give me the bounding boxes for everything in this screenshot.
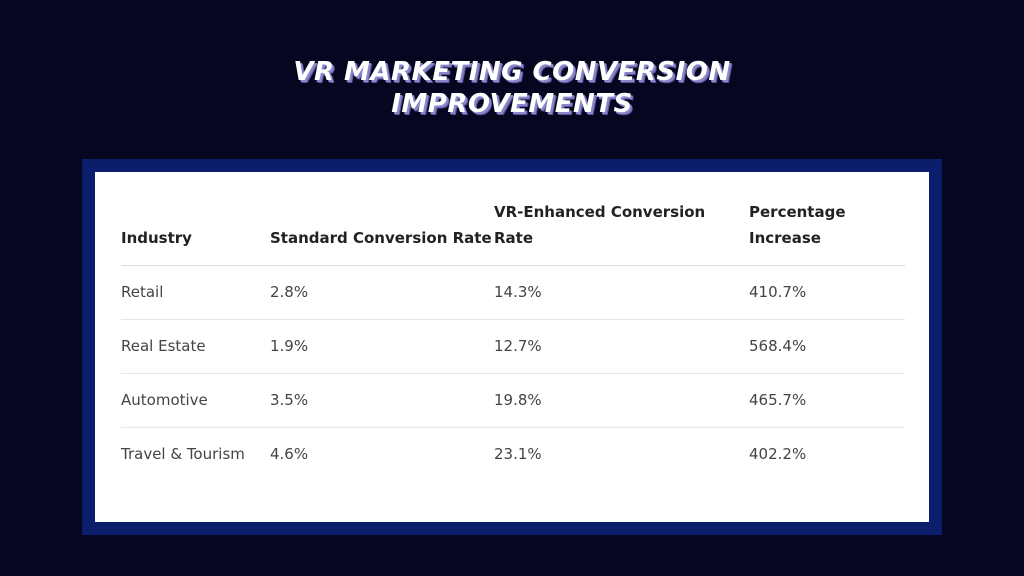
- percentage-increase-cell: 410.7%: [749, 265, 905, 320]
- percentage-increase-cell: 568.4%: [749, 319, 905, 374]
- table-row: Retail 2.8% 14.3% 410.7%: [121, 265, 905, 320]
- table-row: Real Estate 1.9% 12.7% 568.4%: [121, 319, 905, 374]
- page-title: VR MARKETING CONVERSION IMPROVEMENTS: [0, 56, 1024, 120]
- conversion-table: Industry Standard Conversion Rate VR-Enh…: [121, 195, 905, 481]
- standard-rate-cell: 4.6%: [270, 445, 309, 463]
- column-header-standard-rate: Standard Conversion Rate: [270, 195, 494, 266]
- vr-rate-cell: 23.1%: [494, 445, 542, 463]
- vr-rate-cell: 12.7%: [494, 319, 749, 374]
- standard-rate-cell: 2.8%: [270, 265, 494, 320]
- vr-rate-cell: 14.3%: [494, 265, 749, 320]
- page-title-line-2: IMPROVEMENTS: [391, 89, 633, 119]
- table-card: Industry Standard Conversion Rate VR-Enh…: [95, 172, 929, 522]
- column-header-vr-rate: VR-Enhanced Conversion Rate: [494, 195, 749, 266]
- industry-cell: Real Estate: [121, 319, 270, 374]
- table-row: Travel & Tourism 4.6% 23.1% 402.2%: [121, 428, 905, 482]
- vr-rate-cell: 19.8%: [494, 373, 749, 428]
- table-row: Automotive 3.5% 19.8% 465.7%: [121, 373, 905, 428]
- industry-cell: Travel & Tourism: [121, 445, 245, 463]
- column-header-percentage-increase: Percentage Increase: [749, 195, 905, 266]
- industry-cell: Automotive: [121, 373, 270, 428]
- standard-rate-cell: 3.5%: [270, 373, 494, 428]
- percentage-increase-cell: 402.2%: [749, 445, 807, 463]
- column-header-industry: Industry: [121, 195, 270, 266]
- standard-rate-cell: 1.9%: [270, 319, 494, 374]
- industry-cell: Retail: [121, 265, 270, 320]
- percentage-increase-cell: 465.7%: [749, 373, 905, 428]
- table-header-row: Industry Standard Conversion Rate VR-Enh…: [121, 195, 905, 266]
- page-title-line-1: VR MARKETING CONVERSION: [293, 57, 731, 87]
